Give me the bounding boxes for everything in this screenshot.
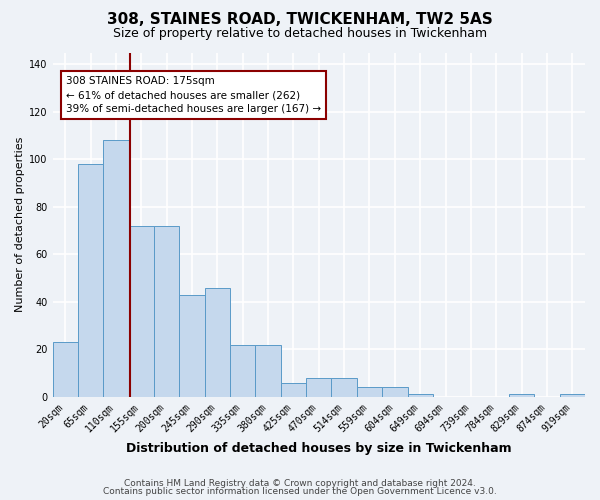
Bar	[407, 394, 433, 397]
Bar	[103, 140, 128, 397]
Bar	[256, 344, 281, 397]
Bar	[205, 288, 230, 397]
Bar	[53, 342, 78, 397]
Bar	[509, 394, 534, 397]
Text: Size of property relative to detached houses in Twickenham: Size of property relative to detached ho…	[113, 28, 487, 40]
Text: Contains HM Land Registry data © Crown copyright and database right 2024.: Contains HM Land Registry data © Crown c…	[124, 478, 476, 488]
Text: Contains public sector information licensed under the Open Government Licence v3: Contains public sector information licen…	[103, 487, 497, 496]
Bar	[154, 226, 179, 397]
Bar	[179, 294, 205, 397]
Text: 308, STAINES ROAD, TWICKENHAM, TW2 5AS: 308, STAINES ROAD, TWICKENHAM, TW2 5AS	[107, 12, 493, 28]
Bar	[331, 378, 357, 397]
Bar	[306, 378, 331, 397]
X-axis label: Distribution of detached houses by size in Twickenham: Distribution of detached houses by size …	[126, 442, 512, 455]
Bar	[78, 164, 103, 397]
Y-axis label: Number of detached properties: Number of detached properties	[15, 137, 25, 312]
Bar	[281, 382, 306, 397]
Bar	[230, 344, 256, 397]
Text: 308 STAINES ROAD: 175sqm
← 61% of detached houses are smaller (262)
39% of semi-: 308 STAINES ROAD: 175sqm ← 61% of detach…	[66, 76, 321, 114]
Bar	[560, 394, 585, 397]
Bar	[357, 388, 382, 397]
Bar	[128, 226, 154, 397]
Bar	[382, 388, 407, 397]
